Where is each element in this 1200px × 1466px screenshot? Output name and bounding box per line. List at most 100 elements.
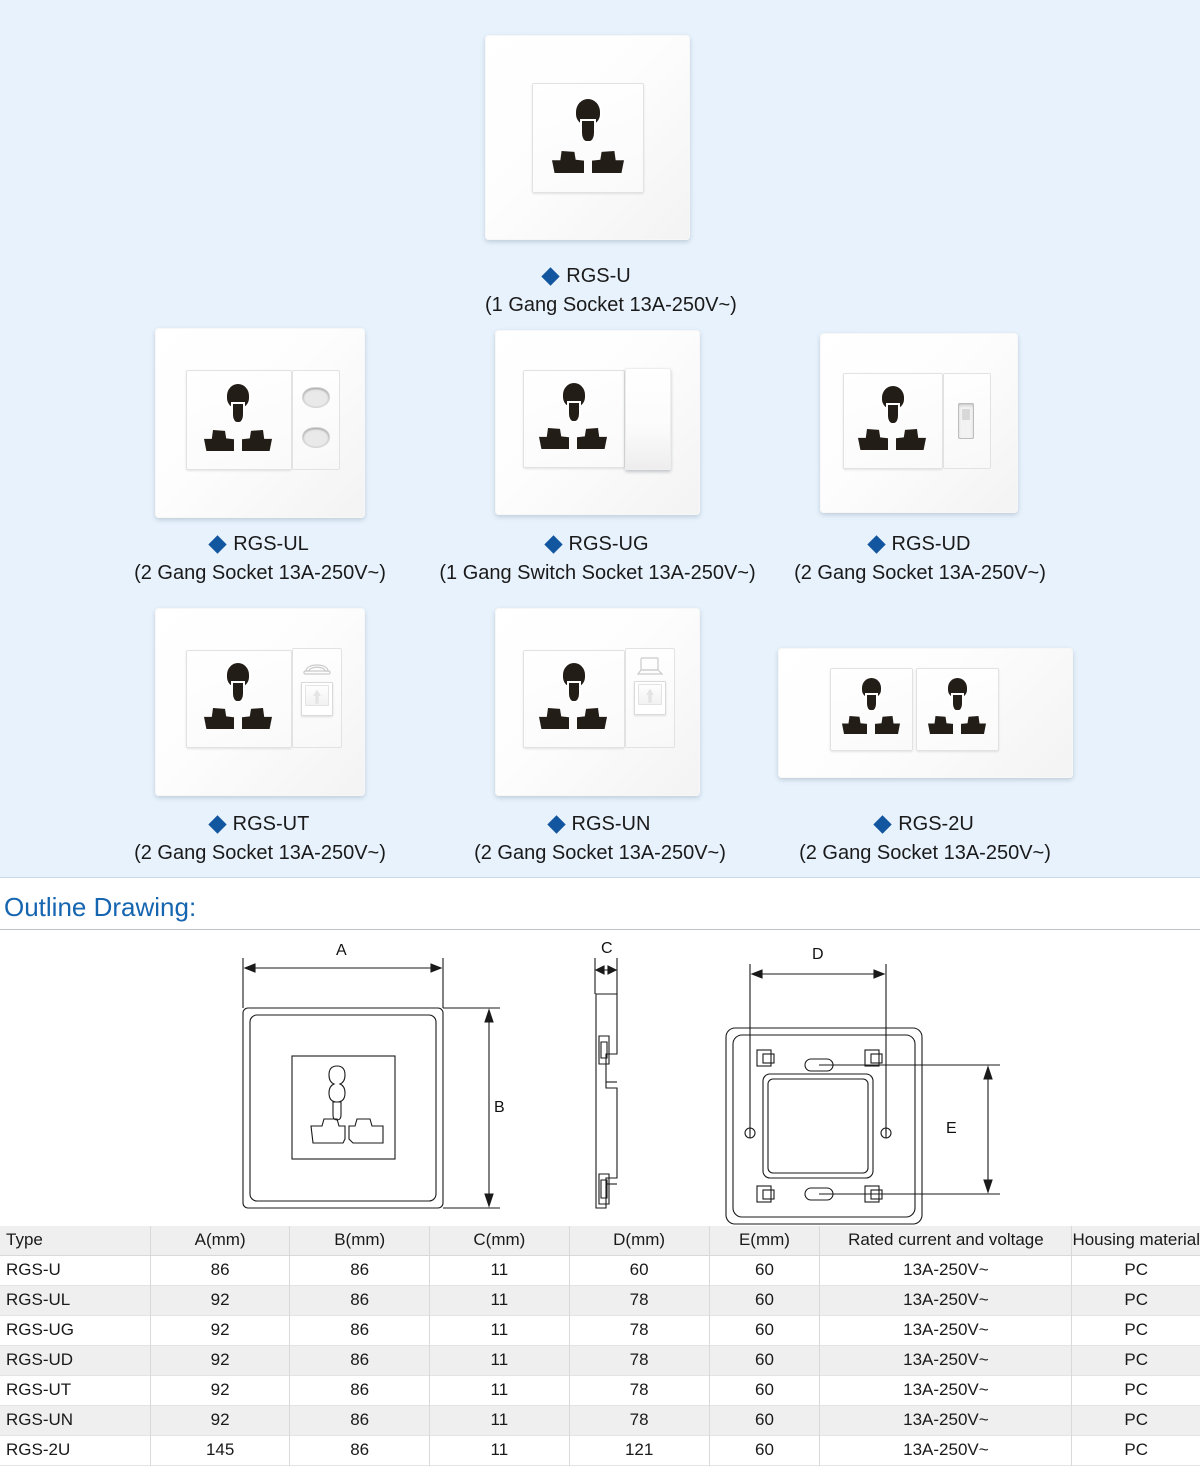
cell-a: 92 xyxy=(150,1405,291,1436)
socket-plate xyxy=(495,608,700,796)
product-description: (1 Gang Socket 13A-250V~) xyxy=(485,294,737,316)
cell-b: 86 xyxy=(289,1315,430,1346)
cell-rating: 13A-250V~ xyxy=(819,1315,1073,1346)
cell-type: RGS-UT xyxy=(0,1375,151,1406)
cell-a: 86 xyxy=(150,1255,291,1286)
network-module xyxy=(625,648,675,748)
computer-icon xyxy=(637,657,663,675)
table-row: RGS-UT 92 86 11 78 60 13A-250V~ PC xyxy=(0,1375,1200,1406)
live-pin-hole xyxy=(858,429,888,450)
column-header-a: A(mm) xyxy=(150,1226,291,1256)
product-rgs-ud[interactable] xyxy=(820,333,1018,513)
table-row: RGS-U 86 86 11 60 60 13A-250V~ PC xyxy=(0,1255,1200,1286)
product-model: RGS-U xyxy=(566,265,631,287)
socket-module xyxy=(532,83,644,193)
socket-module xyxy=(843,373,943,469)
column-header-e: E(mm) xyxy=(709,1226,821,1256)
column-header-material: Housing material xyxy=(1071,1226,1200,1256)
neutral-pin-hole xyxy=(577,708,607,729)
cell-e: 60 xyxy=(709,1345,821,1376)
two-pin-module xyxy=(292,370,340,470)
dimension-label-c: C xyxy=(601,940,613,957)
cell-b: 86 xyxy=(289,1435,430,1466)
two-pin-hole-lower xyxy=(303,428,329,447)
socket-plate xyxy=(820,333,1018,513)
cell-material: PC xyxy=(1124,1380,1149,1399)
caption-rgs-ul: RGS-UL (2 Gang Socket 13A-250V~) xyxy=(85,530,435,588)
product-rgs-2u[interactable] xyxy=(778,648,1073,778)
specification-table: Type A(mm) B(mm) C(mm) D(mm) E(mm) Rated… xyxy=(0,1226,1200,1466)
product-gallery-panel: RGS-U (1 Gang Socket 13A-250V~) RGS-UL (… xyxy=(0,0,1200,878)
rj11-jack[interactable] xyxy=(301,682,333,716)
cell-type: RGS-UL xyxy=(0,1285,151,1316)
dimension-label-d: D xyxy=(812,946,824,963)
cell-type: RGS-U xyxy=(0,1255,151,1286)
cell-e: 60 xyxy=(709,1435,821,1466)
usb-port-icon[interactable] xyxy=(958,403,974,439)
cell-material: PC xyxy=(1124,1290,1149,1309)
product-description: (2 Gang Socket 13A-250V~) xyxy=(134,562,386,584)
socket-module xyxy=(186,650,292,748)
cell-d: 78 xyxy=(569,1405,710,1436)
live-pin-hole xyxy=(842,716,867,734)
socket-plate xyxy=(155,608,365,796)
column-header-c: C(mm) xyxy=(429,1226,570,1256)
cell-rating: 13A-250V~ xyxy=(819,1345,1073,1376)
cell-a: 92 xyxy=(150,1375,291,1406)
rj45-jack[interactable] xyxy=(634,681,666,715)
earth-pin-hole xyxy=(563,663,585,701)
product-rgs-ut[interactable] xyxy=(155,608,365,796)
cell-e: 60 xyxy=(709,1375,821,1406)
caption-rgs-ud: RGS-UD (2 Gang Socket 13A-250V~) xyxy=(745,530,1095,588)
socket-module-right xyxy=(916,668,999,751)
socket-plate xyxy=(495,330,700,515)
product-rgs-un[interactable] xyxy=(495,608,700,796)
earth-pin-hole xyxy=(882,386,904,423)
earth-pin-hole xyxy=(948,678,967,710)
diamond-bullet-icon xyxy=(543,535,563,554)
product-rgs-ug[interactable] xyxy=(495,330,700,515)
earth-pin-hole xyxy=(227,663,249,701)
outline-drawing-title: Outline Drawing: xyxy=(4,892,197,922)
live-pin-hole xyxy=(539,428,569,449)
cell-d: 78 xyxy=(569,1315,710,1346)
cell-c: 11 xyxy=(429,1255,570,1286)
cell-d: 78 xyxy=(569,1345,710,1376)
cell-material: PC xyxy=(1124,1440,1149,1459)
cell-c: 11 xyxy=(429,1405,570,1436)
cell-c: 11 xyxy=(429,1345,570,1376)
cell-a: 92 xyxy=(150,1315,291,1346)
column-header-d: D(mm) xyxy=(569,1226,710,1256)
cell-c: 11 xyxy=(429,1285,570,1316)
socket-module xyxy=(523,370,625,468)
diamond-bullet-icon xyxy=(541,267,560,286)
rocker-switch[interactable] xyxy=(625,368,671,470)
cell-c: 11 xyxy=(429,1315,570,1346)
cell-material: PC xyxy=(1124,1260,1149,1279)
product-description: (2 Gang Socket 13A-250V~) xyxy=(474,842,726,864)
dimension-label-a: A xyxy=(336,942,347,959)
cell-a: 145 xyxy=(150,1435,291,1466)
socket-plate xyxy=(778,648,1073,778)
socket-module-left xyxy=(830,668,913,751)
cell-rating: 13A-250V~ xyxy=(819,1375,1073,1406)
live-pin-hole xyxy=(539,708,569,729)
socket-plate xyxy=(485,35,690,240)
live-pin-hole xyxy=(204,708,234,729)
table-header-row: Type A(mm) B(mm) C(mm) D(mm) E(mm) Rated… xyxy=(0,1226,1200,1256)
product-rgs-u[interactable] xyxy=(485,35,690,240)
cell-type: RGS-2U xyxy=(0,1435,151,1466)
outline-drawing-section: Outline Drawing: xyxy=(0,878,1200,1226)
product-model: RGS-UD xyxy=(891,533,971,555)
diamond-bullet-icon xyxy=(207,815,227,834)
product-description: (2 Gang Socket 13A-250V~) xyxy=(794,562,1046,584)
diamond-bullet-icon xyxy=(546,815,566,834)
cell-rating: 13A-250V~ xyxy=(819,1435,1073,1466)
caption-rgs-ut: RGS-UT (2 Gang Socket 13A-250V~) xyxy=(85,810,435,868)
socket-module xyxy=(186,370,292,470)
usb-module xyxy=(943,373,991,469)
diamond-bullet-icon xyxy=(208,535,227,554)
column-header-b: B(mm) xyxy=(289,1226,430,1256)
product-rgs-ul[interactable] xyxy=(155,328,365,518)
cell-b: 86 xyxy=(289,1285,430,1316)
